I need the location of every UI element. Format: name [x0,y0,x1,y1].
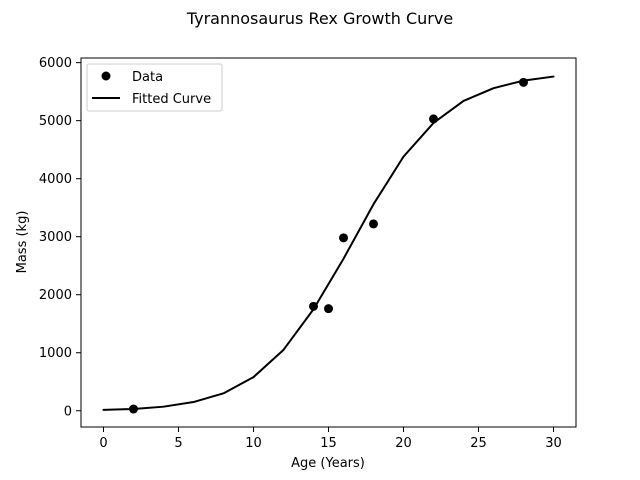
y-tick-label: 0 [64,404,72,419]
legend-data-marker [101,71,111,81]
legend-fit-label: Fitted Curve [132,92,211,107]
y-tick-label: 3000 [39,230,72,245]
data-point [129,404,138,414]
legend-data-label: Data [132,70,163,85]
x-axis-label: Age (Years) [291,456,365,471]
legend: Data Fitted Curve [86,63,223,112]
y-axis-ticks: 0 1000 2000 3000 4000 5000 6000 [39,56,81,419]
fitted-curve-line [102,75,555,411]
x-tick-label: 25 [470,436,487,451]
y-tick-label: 2000 [39,288,72,303]
plot-frame [80,57,577,428]
x-tick-label: 30 [545,436,562,451]
y-axis-label: Mass (kg) [15,211,30,274]
y-tick-label: 4000 [39,172,72,187]
x-tick-label: 0 [99,436,107,451]
data-point [339,233,348,243]
x-tick-label: 10 [245,436,262,451]
data-point [369,219,378,229]
y-tick-label: 5000 [39,114,72,129]
x-tick-label: 20 [395,436,412,451]
series-layer [102,75,555,414]
data-point [309,301,318,311]
x-tick-label: 15 [320,436,337,451]
data-point [324,304,333,314]
x-axis-ticks: 0 5 10 15 20 25 30 [99,427,562,451]
y-tick-label: 6000 [39,56,72,71]
x-tick-label: 5 [174,436,182,451]
y-tick-label: 1000 [39,346,72,361]
data-point [429,114,438,124]
legend-box [86,63,223,112]
chart-title: Tyrannosaurus Rex Growth Curve [186,9,453,28]
data-point [519,77,528,87]
